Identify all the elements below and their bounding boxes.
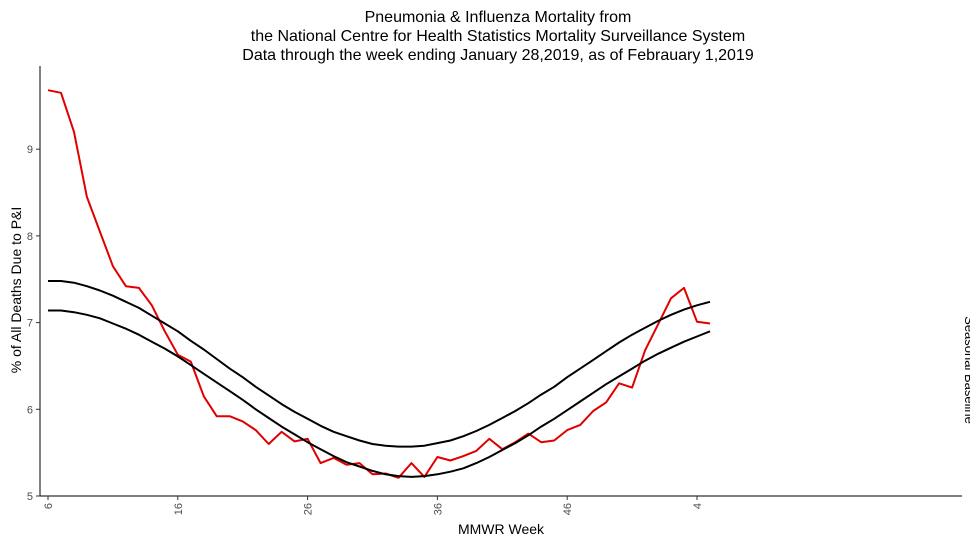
x-tick-label: 6 bbox=[43, 503, 55, 509]
chart-title-line-3: Data through the week ending January 28,… bbox=[242, 47, 754, 64]
x-tick-label: 16 bbox=[173, 503, 185, 515]
baseline-lower-line bbox=[48, 309, 711, 478]
series-layer bbox=[47, 89, 711, 479]
y-tick-label: 5 bbox=[27, 491, 33, 503]
x-tick-label: 4 bbox=[692, 503, 704, 509]
chart-title-line-2: the National Centre for Health Statistic… bbox=[251, 28, 745, 45]
p-and-i-series-line bbox=[47, 89, 711, 479]
x-axis-title: MMWR Week bbox=[458, 521, 545, 537]
x-tick-label: 26 bbox=[303, 503, 315, 515]
y-axis-title: % of All Deaths Due to P&I bbox=[8, 207, 24, 374]
y-tick-label: 9 bbox=[27, 144, 33, 156]
baseline-upper-line bbox=[48, 280, 711, 448]
x-tick-label: 36 bbox=[432, 503, 444, 515]
y-ticks: 5 6 7 8 9 bbox=[27, 144, 40, 503]
x-tick-label: 46 bbox=[562, 503, 574, 515]
chart-title-line-1: Pneumonia & Influenza Mortality from bbox=[365, 9, 632, 26]
seasonal-baseline-label: Seasonal Baseline bbox=[962, 316, 970, 424]
x-ticks: 6 16 26 36 46 4 bbox=[43, 496, 704, 515]
y-tick-label: 8 bbox=[27, 231, 33, 243]
chart-title: Pneumonia & Influenza Mortality from the… bbox=[242, 9, 754, 64]
y-tick-label: 6 bbox=[27, 404, 33, 416]
y-tick-label: 7 bbox=[27, 318, 33, 330]
